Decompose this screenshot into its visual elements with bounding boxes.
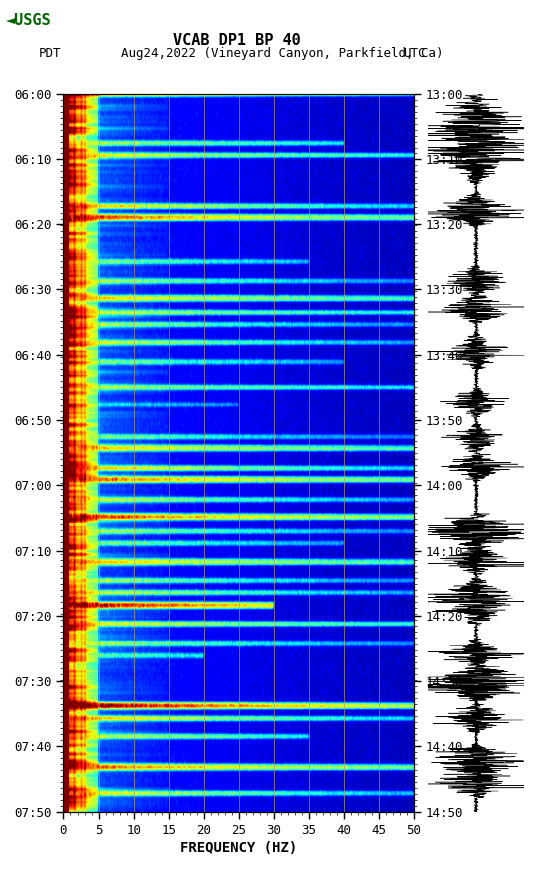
- X-axis label: FREQUENCY (HZ): FREQUENCY (HZ): [180, 840, 298, 855]
- Text: UTC: UTC: [403, 47, 426, 60]
- Text: ◄USGS: ◄USGS: [6, 13, 51, 29]
- Text: Aug24,2022 (Vineyard Canyon, Parkfield, Ca): Aug24,2022 (Vineyard Canyon, Parkfield, …: [121, 47, 444, 60]
- Text: VCAB DP1 BP 40: VCAB DP1 BP 40: [173, 33, 301, 47]
- Text: PDT: PDT: [39, 47, 61, 60]
